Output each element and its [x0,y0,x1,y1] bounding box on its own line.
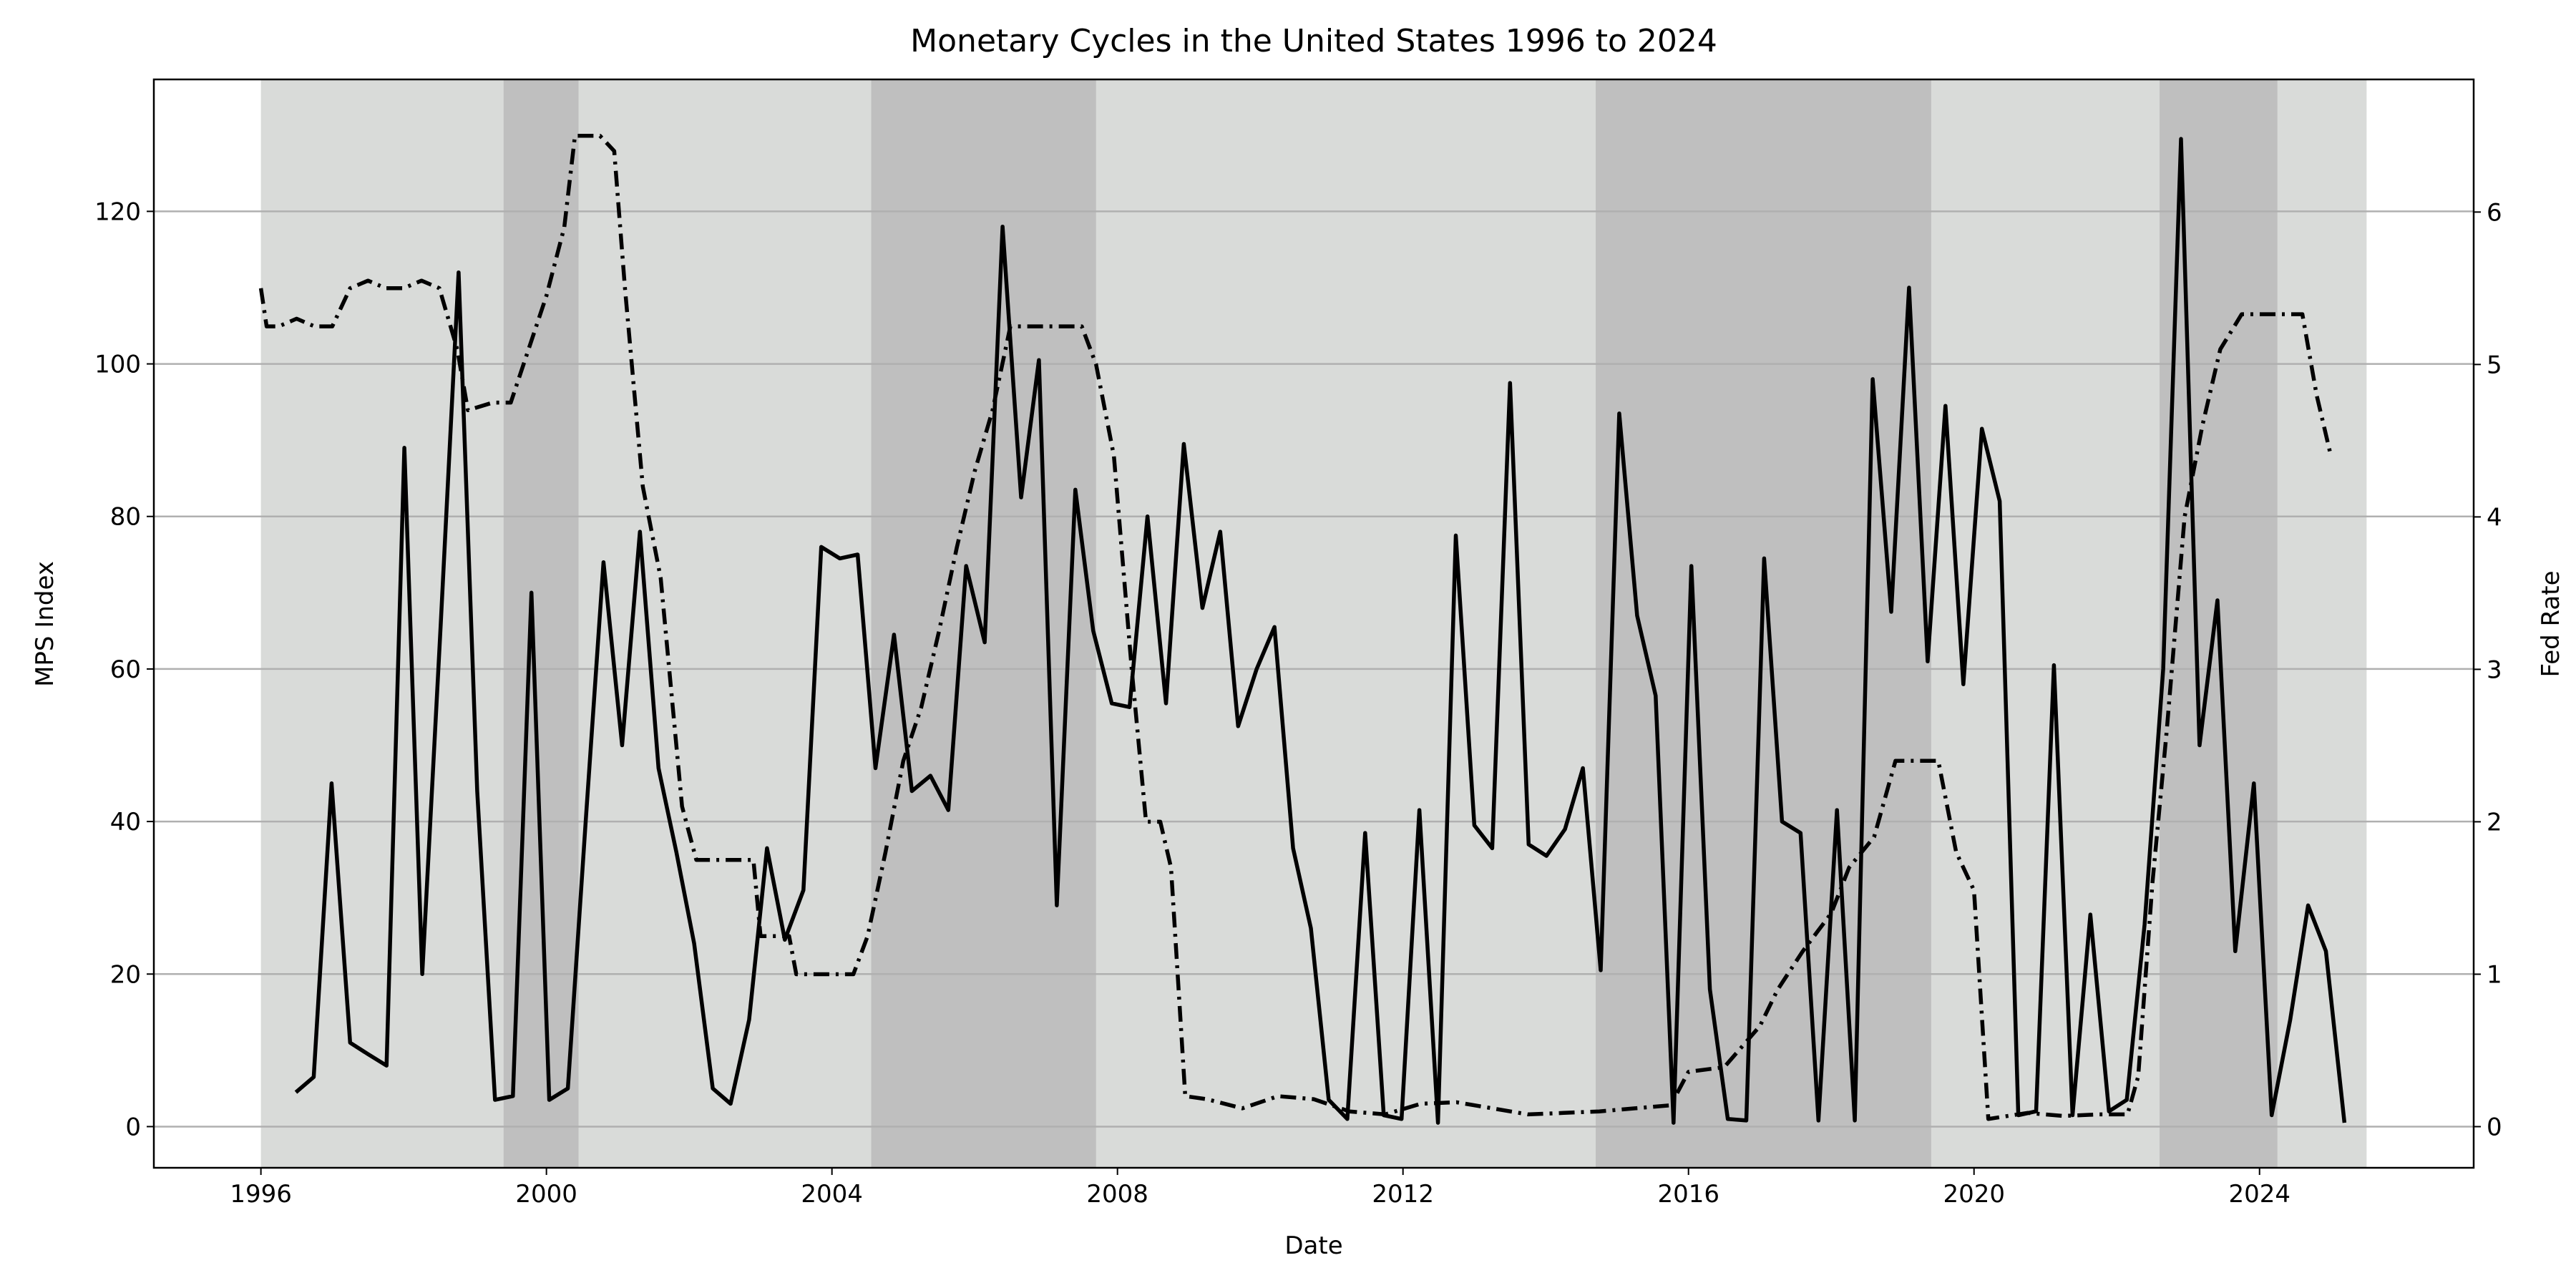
y2-tick-label: 0 [2487,1113,2502,1141]
y-tick-label: 0 [125,1113,141,1141]
x-tick-label: 2008 [1086,1180,1148,1209]
y2-tick-label: 1 [2487,960,2502,989]
series-line [294,137,2347,1125]
x-tick-label: 2024 [2228,1180,2290,1209]
y2-tick-label: 2 [2487,808,2502,836]
chart-title: Monetary Cycles in the United States 199… [910,23,1717,59]
y-tick-label: 40 [110,808,141,836]
x-tick-label: 2000 [515,1180,577,1209]
plot-frame [152,78,2475,1169]
x-tick-label: 1996 [230,1180,292,1209]
y2-tick-label: 3 [2487,655,2502,684]
y-tick-label: 120 [94,197,141,226]
y-axis-label: MPS Index [31,561,59,687]
y2-tick-label: 6 [2487,198,2502,227]
series-line [258,134,2333,1121]
x-axis-label: Date [1284,1231,1342,1260]
x-tick-label: 2004 [801,1180,863,1209]
y-tick-label: 80 [110,503,141,532]
y-tick-label: 100 [94,351,141,379]
y-tick-label: 20 [110,960,141,989]
x-tick-label: 2020 [1943,1180,2005,1209]
y2-tick-label: 4 [2487,503,2502,532]
y2-tick-label: 5 [2487,351,2502,379]
x-tick-label: 2016 [1657,1180,1719,1209]
y-tick-label: 60 [110,655,141,684]
y2-axis-label: Fed Rate [2537,571,2565,678]
x-tick-label: 2012 [1372,1180,1434,1209]
